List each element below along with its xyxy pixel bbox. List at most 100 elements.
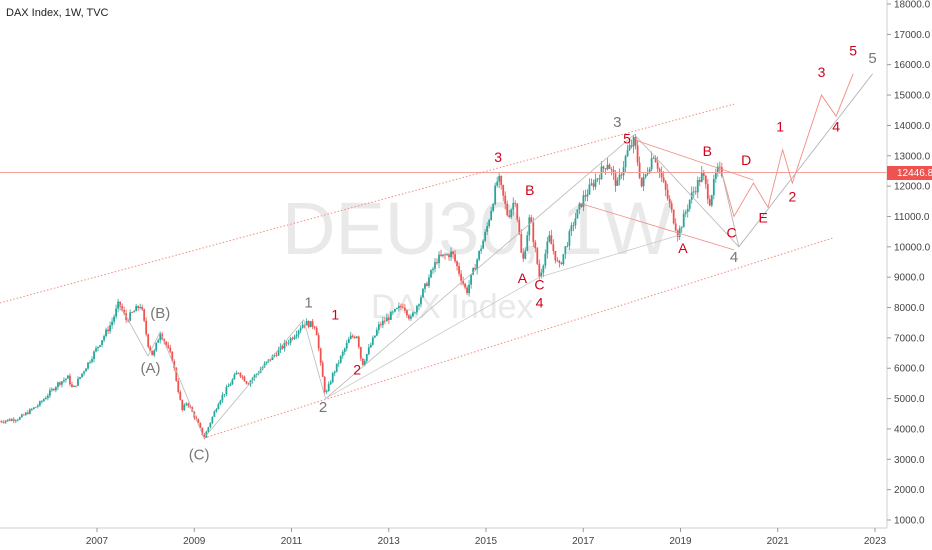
- candle-body: [135, 306, 138, 312]
- candle-body: [243, 376, 246, 382]
- candle-body: [169, 347, 172, 352]
- candle-body: [149, 346, 152, 351]
- candle-body: [177, 380, 180, 392]
- current-price-tag-bg: [887, 166, 932, 180]
- wave-label-red: 1: [331, 307, 339, 323]
- candle-body: [672, 209, 675, 224]
- candle-body: [18, 417, 21, 420]
- candle-body: [456, 261, 458, 267]
- x-tick-label: 2011: [281, 536, 303, 547]
- wave-label-red: A: [678, 240, 688, 256]
- candle-body: [187, 403, 190, 406]
- x-tick-label: 2009: [183, 536, 206, 547]
- x-tick-label: 2019: [669, 536, 692, 547]
- candle-body: [199, 423, 202, 428]
- candle-body: [450, 251, 452, 258]
- candle-body: [508, 215, 511, 218]
- candle-body: [207, 427, 210, 432]
- candle-body: [137, 306, 140, 308]
- watermark-name: DAX Index: [371, 288, 534, 326]
- wave-label-red: 1: [776, 118, 784, 134]
- candle-body: [14, 420, 17, 422]
- candle-body: [167, 345, 170, 348]
- candle-body: [291, 338, 294, 340]
- wave-baseline: [325, 276, 540, 399]
- candle-body: [664, 181, 667, 190]
- candle-body: [604, 168, 607, 170]
- time-axis[interactable]: 2007 2009 2011 2013 2015 2017 2019 2021 2023: [0, 527, 887, 547]
- candle-body: [620, 174, 623, 176]
- y-tick-label: 2000.0: [894, 485, 925, 496]
- candle-body: [0, 421, 3, 423]
- candle-body: [480, 248, 483, 251]
- candle-body: [247, 383, 250, 385]
- candle-body: [20, 414, 23, 418]
- candle-body: [642, 177, 645, 187]
- y-tick-label: 7000.0: [894, 333, 925, 344]
- candle-body: [422, 288, 424, 298]
- candle-body: [285, 342, 288, 344]
- candle-body: [117, 301, 119, 309]
- candle-body: [85, 368, 87, 372]
- symbol-watermark: DEU30, 1W DAX Index: [282, 187, 673, 326]
- candle-body: [111, 321, 113, 326]
- candle-body: [101, 340, 103, 346]
- candle-body: [4, 420, 7, 423]
- candle-body: [113, 316, 115, 322]
- candle-body: [67, 375, 69, 379]
- candle-body: [616, 180, 619, 186]
- candle-body: [462, 280, 464, 284]
- price-axis[interactable]: 18000.0 17000.0 16000.0 15000.0 14000.0 13000…: [886, 0, 931, 528]
- candle-body: [277, 349, 280, 356]
- wave-label-red: A: [518, 270, 528, 286]
- candle-body: [576, 209, 579, 219]
- candle-body: [79, 376, 81, 379]
- candle-body: [716, 166, 719, 174]
- candle-body: [105, 329, 107, 337]
- candle-body: [217, 404, 220, 410]
- candle-body: [598, 178, 601, 180]
- candle-body: [16, 419, 19, 421]
- candle-body: [488, 219, 491, 227]
- candle-body: [283, 342, 286, 349]
- candle-body: [34, 406, 37, 408]
- candle-body: [63, 379, 65, 382]
- candle-body: [349, 335, 352, 340]
- candle-body: [155, 342, 158, 351]
- wave-label-red: 5: [849, 43, 857, 59]
- candle-body: [684, 211, 687, 214]
- wave-connector: [118, 302, 149, 357]
- candle-body: [432, 268, 434, 271]
- candle-body: [107, 329, 109, 332]
- candle-body: [458, 266, 460, 274]
- wave-connector: [303, 319, 326, 399]
- candle-body: [269, 359, 272, 361]
- candle-body: [424, 283, 426, 289]
- wave-label-red: 3: [818, 64, 826, 80]
- candle-body: [694, 191, 697, 193]
- wave-label-gray: 1: [304, 295, 312, 312]
- candle-body: [482, 240, 485, 249]
- candle-body: [580, 203, 583, 207]
- candle-body: [418, 304, 420, 307]
- candle-body: [297, 330, 300, 335]
- candle-body: [295, 334, 298, 337]
- candle-body: [700, 172, 703, 182]
- candle-body: [309, 321, 312, 328]
- y-tick-label: 3000.0: [894, 455, 925, 466]
- candle-body: [251, 378, 254, 381]
- candle-body: [524, 250, 527, 259]
- candle-body: [536, 248, 539, 264]
- candle-body: [215, 409, 218, 412]
- candle-body: [367, 347, 370, 355]
- candle-body: [223, 394, 226, 395]
- wave-connector: [634, 134, 740, 248]
- y-tick-label: 11000.0: [894, 212, 930, 223]
- x-tick-label: 2007: [86, 536, 109, 547]
- candle-body: [564, 246, 567, 255]
- candle-body: [544, 253, 547, 266]
- candle-body: [395, 308, 398, 309]
- candle-body: [93, 351, 95, 360]
- candle-body: [231, 379, 234, 385]
